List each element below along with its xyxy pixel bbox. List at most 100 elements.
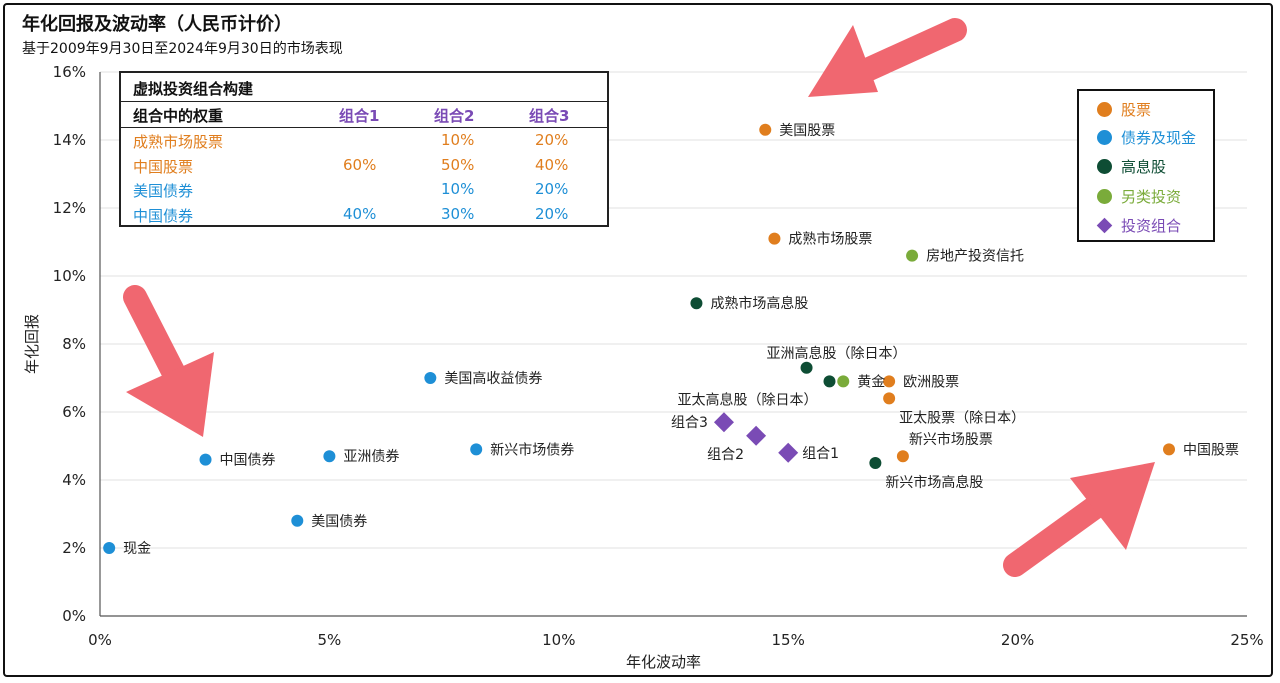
data-point-label: 美国股票 (779, 123, 835, 139)
x-tick-label: 15% (772, 631, 805, 649)
data-point (103, 542, 116, 554)
data-point-label: 新兴市场股票 (909, 431, 993, 448)
table-row-label: 中国债券 (133, 206, 194, 225)
data-point (690, 297, 703, 310)
data-point-diamond (746, 425, 767, 446)
data-point (759, 123, 772, 136)
legend-label: 另类投资 (1121, 188, 1182, 206)
legend-label: 股票 (1121, 101, 1152, 119)
table-row-label: 中国股票 (133, 157, 194, 176)
data-point-label: 欧洲股票 (903, 374, 959, 390)
y-tick-label: 14% (53, 131, 86, 149)
data-point-label: 中国股票 (1183, 442, 1239, 458)
data-point-label: 房地产投资信托 (926, 249, 1024, 265)
table-row-label: 美国债券 (133, 182, 194, 200)
legend-marker-portfolio (1096, 217, 1113, 234)
table-title: 虚拟投资组合构建 (133, 80, 254, 98)
y-tick-label: 16% (53, 63, 86, 81)
legend-marker-bond (1097, 130, 1112, 145)
data-point-label: 新兴市场高息股 (885, 474, 983, 491)
x-tick-label: 20% (1001, 631, 1034, 649)
legend-marker-stock (1097, 102, 1112, 117)
legend-label: 高息股 (1121, 158, 1167, 176)
data-point-label: 中国债券 (220, 453, 276, 469)
data-point (291, 514, 304, 527)
legend-item: 投资组合 (1096, 215, 1182, 236)
data-point-label: 成熟市场高息股 (710, 295, 808, 312)
table-cell: 50% (441, 155, 475, 174)
data-point (837, 375, 850, 388)
data-point-label: 黄金 (857, 373, 885, 390)
y-axis-label: 年化回报 (23, 314, 41, 374)
x-tick-label: 10% (542, 631, 575, 649)
table-header-portfolio2: 组合2 (434, 107, 475, 125)
data-point (424, 372, 437, 384)
legend-marker-dividend (1097, 159, 1112, 174)
table-divider (121, 127, 607, 128)
data-point-label: 美国债券 (311, 514, 367, 530)
data-point (906, 249, 919, 262)
table-header-weight: 组合中的权重 (133, 107, 224, 125)
table-cell: 10% (441, 180, 475, 198)
data-point-label: 亚太高息股（除日本） (677, 391, 817, 408)
legend-label: 投资组合 (1121, 217, 1182, 235)
data-point (1163, 443, 1176, 456)
table-cell: 10% (441, 131, 475, 149)
table-divider (121, 101, 607, 102)
data-point (883, 392, 896, 405)
y-tick-label: 10% (53, 267, 86, 285)
chart-subtitle: 基于2009年9月30日至2024年9月30日的市场表现 (22, 41, 343, 57)
data-point-diamond (778, 442, 799, 463)
table-header-portfolio3: 组合3 (529, 107, 570, 125)
y-tick-label: 6% (62, 403, 86, 421)
data-point-label: 新兴市场债券 (490, 441, 574, 458)
data-point (800, 361, 813, 374)
table-cell: 20% (535, 131, 569, 149)
data-point-label: 成熟市场股票 (788, 231, 872, 248)
chart-title: 年化回报及波动率（人民币计价） (22, 14, 292, 35)
x-tick-label: 5% (318, 631, 342, 649)
table-cell: 20% (535, 180, 569, 198)
y-tick-label: 4% (62, 471, 86, 489)
table-header-portfolio1: 组合1 (339, 107, 380, 125)
data-point (823, 375, 836, 388)
data-point-diamond (713, 412, 734, 433)
legend-item: 股票 (1097, 99, 1151, 120)
data-point-label: 亚洲高息股（除日本） (767, 345, 907, 362)
table-row-label: 成熟市场股票 (133, 133, 224, 151)
table-cell: 30% (441, 204, 475, 223)
x-tick-label: 25% (1230, 631, 1263, 649)
data-point-label: 组合3 (671, 415, 708, 431)
y-tick-label: 12% (53, 199, 86, 217)
table-cell: 20% (535, 204, 569, 223)
data-point-label: 美国高收益债券 (444, 370, 542, 387)
legend-item: 另类投资 (1097, 186, 1181, 207)
y-tick-label: 2% (62, 539, 86, 557)
legend-item: 高息股 (1097, 156, 1166, 177)
table-cell: 40% (343, 204, 377, 223)
data-point (470, 443, 483, 456)
legend-item: 债券及现金 (1097, 127, 1196, 148)
data-point (323, 450, 336, 463)
data-point (199, 453, 212, 466)
y-tick-label: 0% (62, 607, 86, 625)
data-point (896, 450, 909, 463)
table-cell: 40% (535, 155, 569, 174)
data-point (768, 232, 781, 245)
data-point-label: 组合2 (707, 447, 744, 463)
chart-frame (3, 3, 1273, 677)
data-point-label: 亚洲债券 (343, 449, 399, 465)
data-point-label: 现金 (123, 541, 151, 557)
legend-label: 债券及现金 (1121, 129, 1197, 147)
data-point-label: 亚太股票（除日本） (899, 410, 1025, 426)
legend-marker-alternative (1097, 189, 1112, 204)
x-axis-label: 年化波动率 (626, 653, 701, 671)
chart-legend: 股票 债券及现金 高息股 另类投资 投资组合 (1077, 89, 1215, 242)
data-point (883, 375, 896, 388)
x-tick-label: 0% (88, 631, 112, 649)
data-point (869, 457, 882, 469)
table-cell: 60% (343, 155, 377, 174)
data-point-label: 组合1 (802, 446, 839, 462)
portfolio-weights-table: 虚拟投资组合构建 组合中的权重 组合1 组合2 组合3 成熟市场股票 10% 20%… (119, 71, 609, 227)
